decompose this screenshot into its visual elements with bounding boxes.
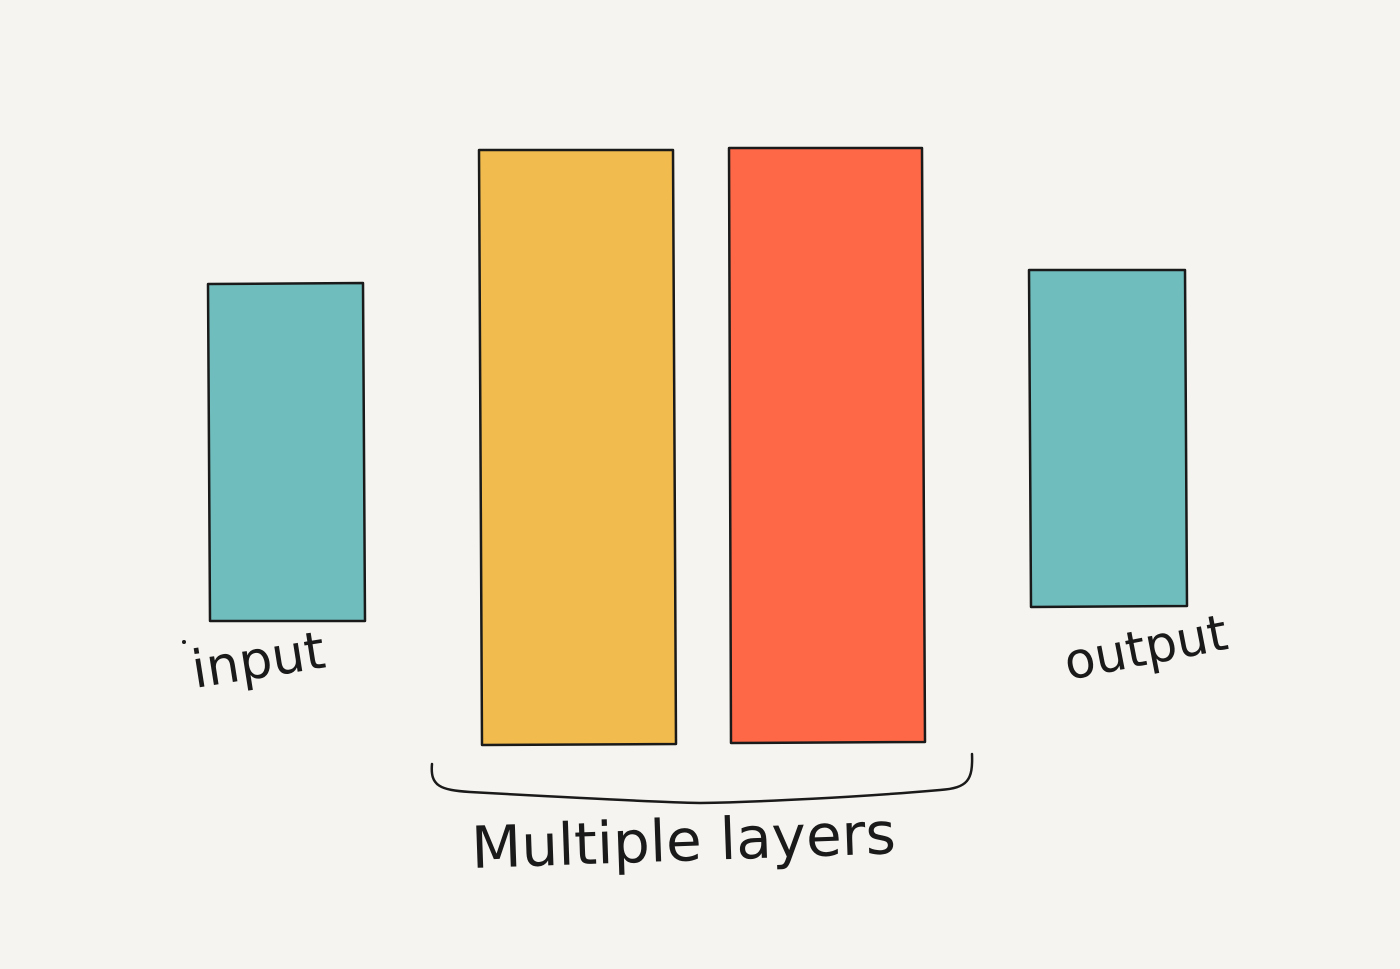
group-brace xyxy=(430,752,974,805)
pen-dot-mark xyxy=(182,640,186,644)
input-layer-label: input xyxy=(188,621,330,701)
group-label: Multiple layers xyxy=(470,799,897,882)
hidden-layer-1-box xyxy=(477,148,678,747)
output-layer-label: output xyxy=(1059,603,1232,691)
input-layer-box xyxy=(206,281,367,623)
hidden-layer-2-box xyxy=(727,146,927,745)
output-layer-box xyxy=(1027,268,1189,609)
